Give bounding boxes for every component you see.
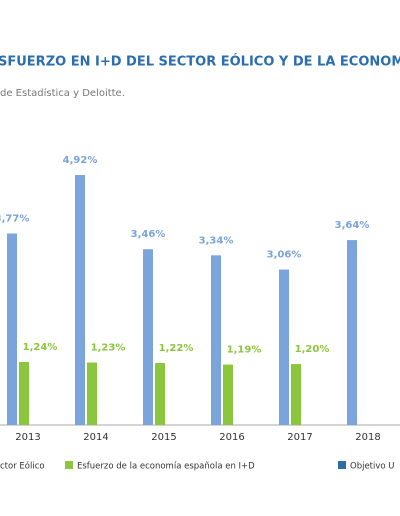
x-tick-label: 2018 xyxy=(355,432,380,443)
value-label: 3,46% xyxy=(131,229,166,240)
legend-label: ctor Eólico xyxy=(0,461,45,472)
value-label: 1,19% xyxy=(227,345,262,356)
bar xyxy=(75,175,85,425)
bar xyxy=(19,362,29,425)
value-label: 3,34% xyxy=(199,235,234,246)
value-label: 3,77% xyxy=(0,213,29,224)
bar xyxy=(155,363,165,425)
bar xyxy=(291,364,301,425)
legend-label: Objetivo U xyxy=(350,462,395,472)
bar xyxy=(87,362,97,425)
chart-subtitle: de Estadística y Deloitte. xyxy=(0,87,125,99)
chart-title: SFUERZO EN I+D DEL SECTOR EÓLICO Y DE LA… xyxy=(0,54,400,70)
legend-label: Esfuerzo de la economía española en I+D xyxy=(77,462,255,472)
bar xyxy=(279,269,289,425)
bar xyxy=(347,240,357,425)
x-tick-label: 2017 xyxy=(287,432,312,443)
value-label: 1,22% xyxy=(159,343,194,354)
value-label: 1,23% xyxy=(91,343,126,354)
legend-swatch xyxy=(65,461,73,469)
x-tick-label: 2015 xyxy=(151,432,176,443)
value-label: 1,24% xyxy=(23,342,58,353)
x-tick-label: 2016 xyxy=(219,432,244,443)
bar xyxy=(143,249,153,425)
bar xyxy=(223,364,233,425)
value-label: 3,06% xyxy=(267,250,302,261)
value-label: 3,64% xyxy=(335,220,370,231)
x-tick-label: 2014 xyxy=(83,432,108,443)
bar xyxy=(7,233,17,425)
x-tick-label: 2013 xyxy=(15,432,40,443)
bar xyxy=(211,255,221,425)
value-label: 1,20% xyxy=(295,344,330,355)
legend-swatch xyxy=(338,461,346,469)
value-label: 4,92% xyxy=(63,155,98,166)
